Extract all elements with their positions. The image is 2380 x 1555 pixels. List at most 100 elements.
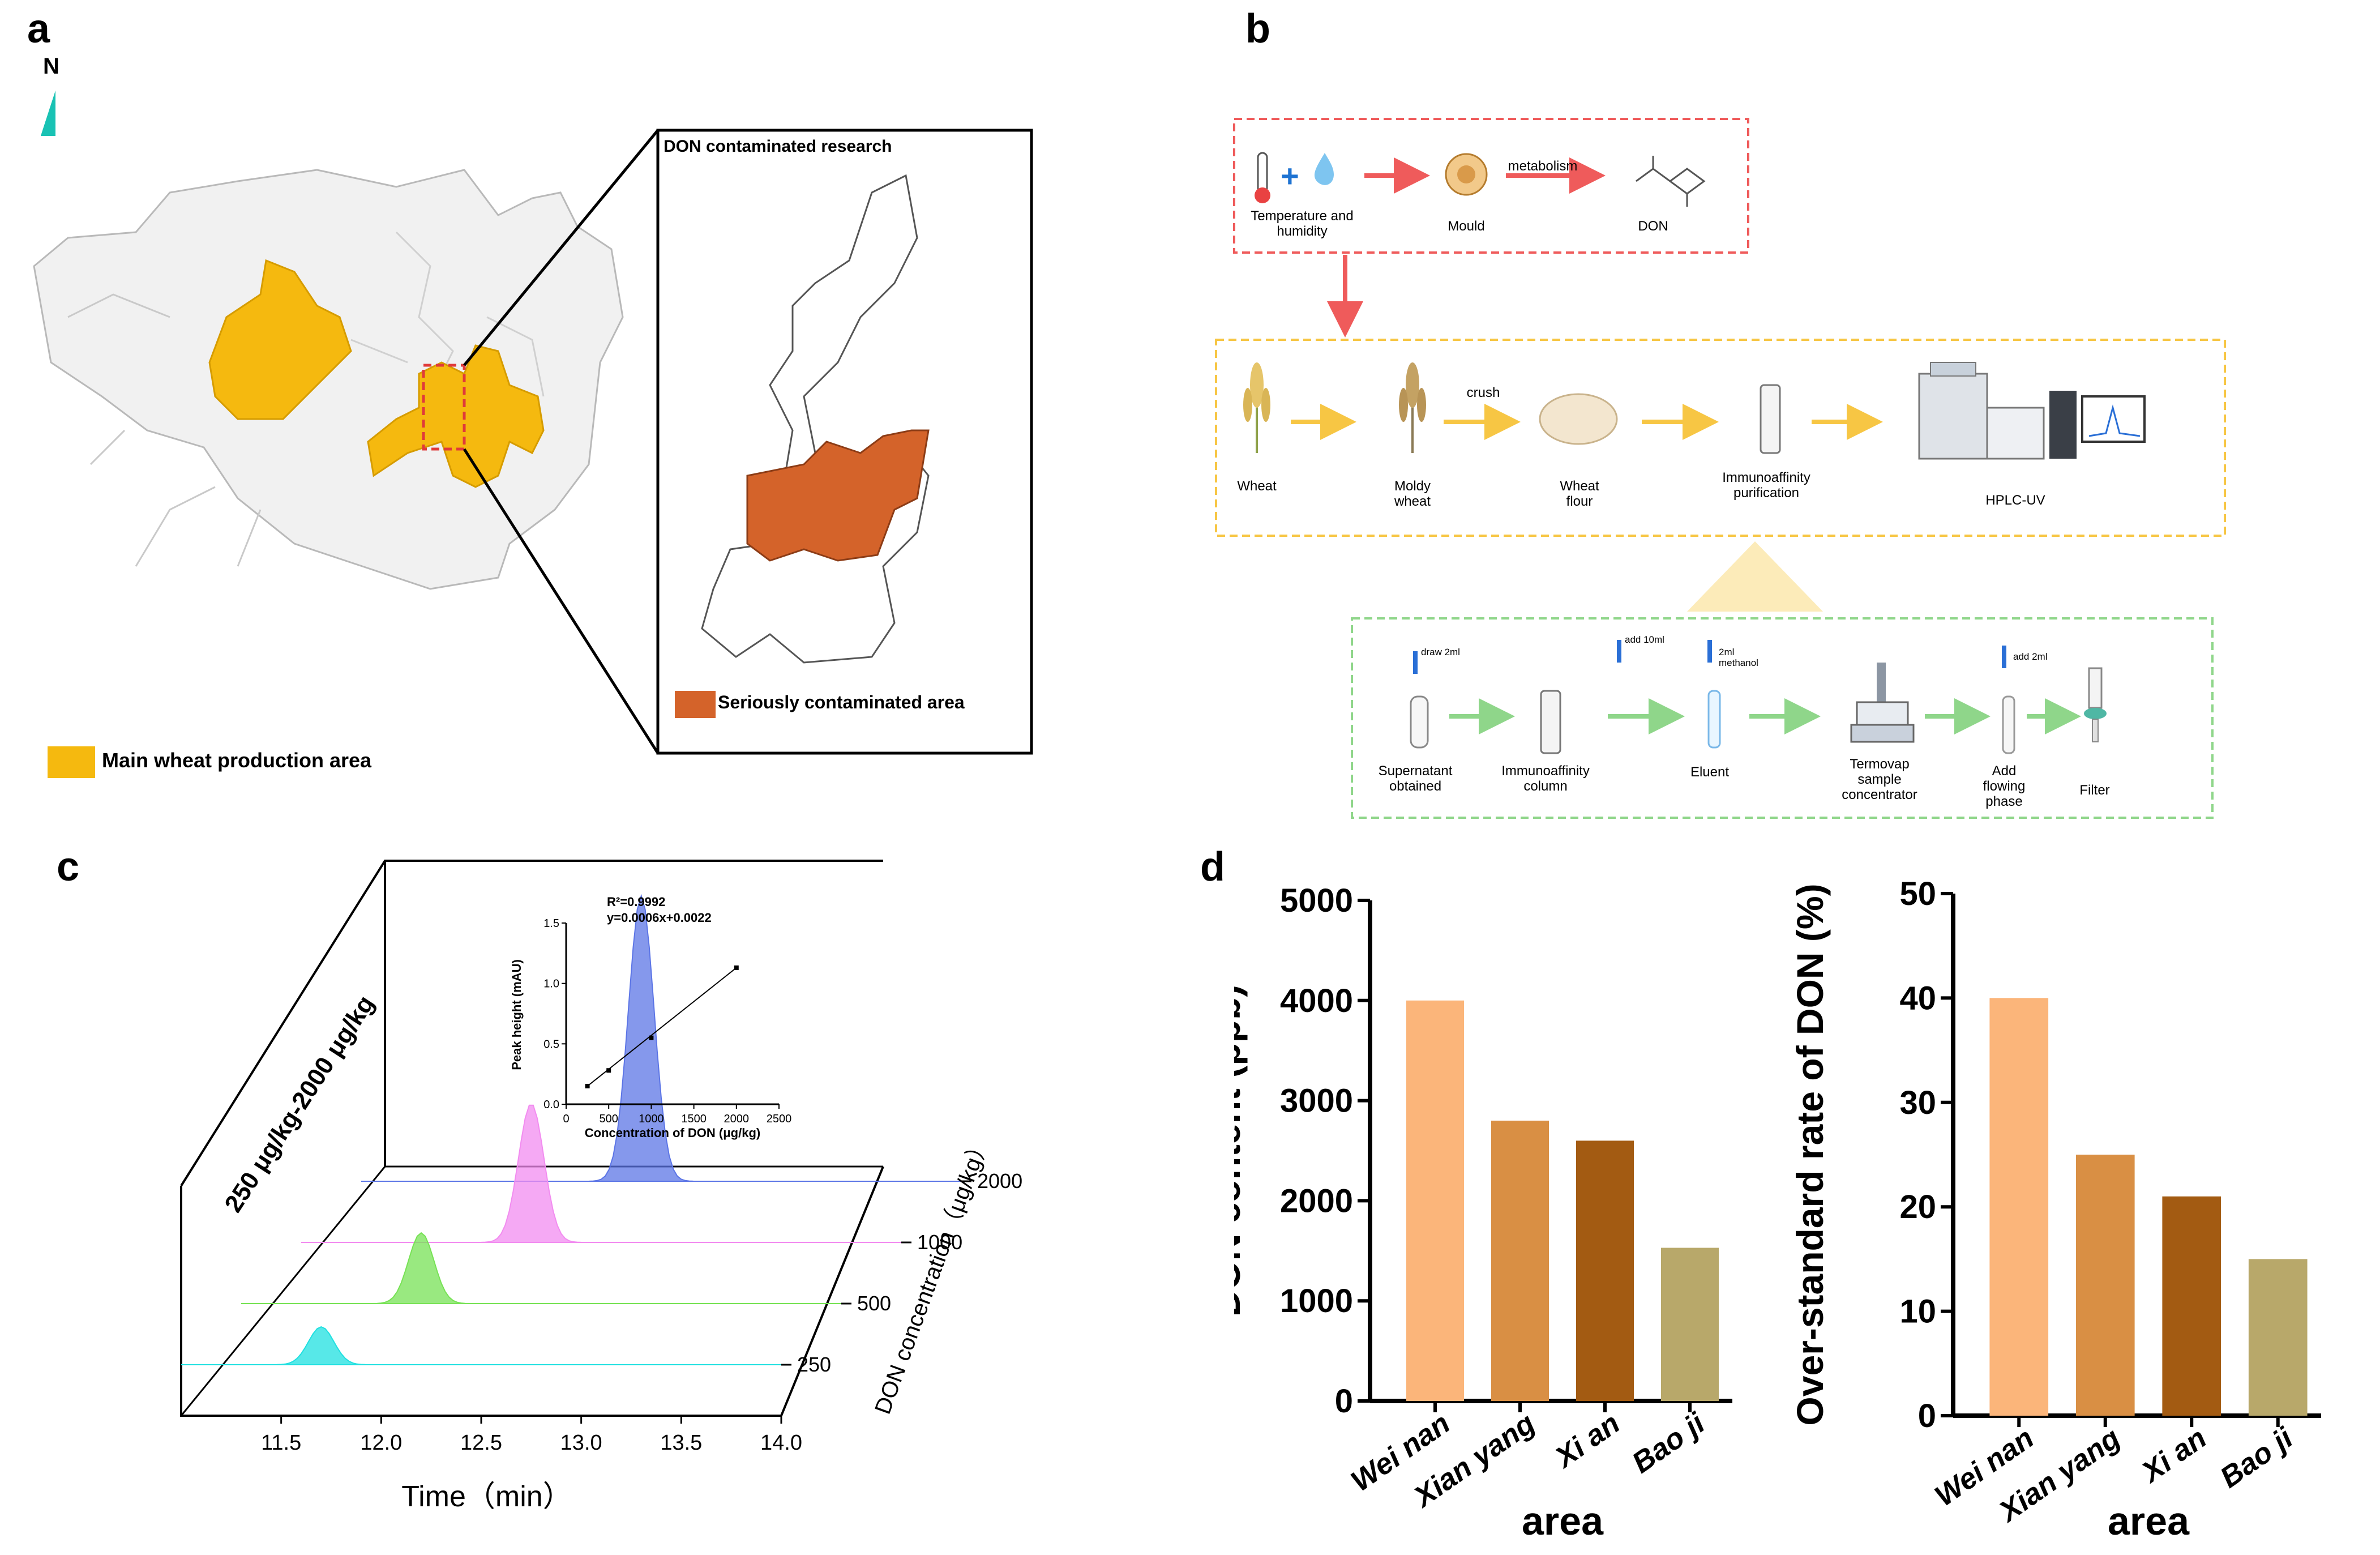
x-tick-12.0: 12.0 bbox=[360, 1431, 402, 1455]
y-tick-label: 3000 bbox=[1280, 1083, 1353, 1120]
filter-label: Filter bbox=[2079, 783, 2110, 798]
metabolism-label: metabolism bbox=[1508, 159, 1578, 174]
moldy-wheat-label: Moldy wheat bbox=[1394, 479, 1431, 509]
flour-icon bbox=[1539, 393, 1618, 445]
series-label-2000: 2000 bbox=[977, 1169, 1022, 1193]
temp-humidity-label: Temperature and humidity bbox=[1251, 208, 1354, 239]
contaminated-area bbox=[746, 429, 930, 562]
filter-icon bbox=[2084, 667, 2107, 742]
inset-x-tick: 2000 bbox=[724, 1113, 750, 1125]
eluent-label: Eluent bbox=[1690, 764, 1730, 780]
fit-line bbox=[587, 967, 737, 1087]
x-axis-label: area bbox=[1522, 1499, 1604, 1543]
y-axis-label: DON content (ppb) bbox=[1234, 985, 1248, 1317]
y-tick-label: 10 bbox=[1899, 1293, 1936, 1330]
peak-2000 bbox=[361, 894, 961, 1182]
peak-500 bbox=[241, 1232, 841, 1304]
calibration-point bbox=[734, 965, 739, 970]
y-tick-label: 4000 bbox=[1280, 982, 1353, 1019]
series-label-1000: 1000 bbox=[917, 1231, 962, 1254]
moldy-wheat-icon bbox=[1399, 362, 1426, 453]
bar-xi-an bbox=[1576, 1140, 1634, 1401]
mould-label: Mould bbox=[1448, 219, 1485, 234]
don-label: DON bbox=[1638, 219, 1668, 234]
panel-c-letter: c bbox=[57, 844, 80, 890]
inset-equation: y=0.0006x+0.0022 bbox=[607, 911, 712, 925]
tube-icon bbox=[1410, 695, 1429, 749]
panel-b-flow: + bbox=[1215, 118, 2226, 819]
don-molecule-icon bbox=[1636, 156, 1706, 207]
highlight-box bbox=[422, 364, 466, 451]
peak-1000 bbox=[301, 1104, 901, 1243]
y-axis-label: Over-standard rate of DON (%) bbox=[1789, 883, 1831, 1425]
x-tick-14.0: 14.0 bbox=[760, 1431, 802, 1455]
country-outline bbox=[33, 169, 624, 590]
inset-y-tick: 1.5 bbox=[543, 917, 559, 930]
termovap-label: Termovap sample concentrator bbox=[1842, 757, 1917, 802]
legend-contaminated-swatch bbox=[675, 691, 716, 718]
immuno-purification-label: Immunoaffinity purification bbox=[1722, 470, 1810, 501]
immuno-column-icon bbox=[1760, 384, 1781, 454]
inset-y-tick: 0.0 bbox=[543, 1099, 559, 1111]
flour-label: Wheat flour bbox=[1560, 479, 1599, 509]
legend-contaminated-label: Seriously contaminated area bbox=[718, 692, 965, 712]
y-tick-label: 2000 bbox=[1280, 1182, 1353, 1219]
bar-bao-ji bbox=[2248, 1259, 2308, 1416]
hplc-icon bbox=[1918, 362, 2146, 460]
droplet-icon bbox=[1314, 153, 1334, 185]
panel-a-letter: a bbox=[27, 6, 50, 52]
y-tick-label: 20 bbox=[1899, 1189, 1936, 1225]
series-label-500: 500 bbox=[857, 1292, 891, 1315]
draw-label: draw 2ml bbox=[1421, 647, 1460, 657]
category-label: Xi an bbox=[1548, 1407, 1626, 1475]
series-label-250: 250 bbox=[797, 1353, 831, 1376]
inset-r2: R²=0.9992 bbox=[607, 895, 665, 909]
y-tick-label: 50 bbox=[1899, 875, 1936, 912]
north-label: N bbox=[43, 54, 59, 79]
column-label: Immunoaffinity column bbox=[1501, 763, 1590, 794]
calibration-inset: 0 500 1000 1500 2000 2500 0.0 0.5 1.0 1.5 R²=0.99… bbox=[510, 895, 791, 1140]
yellow-box bbox=[1215, 339, 2226, 537]
green-box bbox=[1351, 617, 2214, 819]
panel-b-letter: b bbox=[1245, 6, 1270, 52]
y-tick-label: 0 bbox=[1918, 1398, 1936, 1434]
add2-label: add 2ml bbox=[2013, 651, 2048, 662]
category-label: Bao ji bbox=[1626, 1406, 1712, 1480]
column-icon bbox=[1540, 690, 1561, 754]
inset-x-tick: 1000 bbox=[639, 1113, 664, 1125]
svg-text:+: + bbox=[1281, 158, 1299, 194]
x-tick-13.0: 13.0 bbox=[560, 1431, 602, 1455]
termovap-icon bbox=[1850, 663, 1915, 743]
calibration-point bbox=[585, 1084, 590, 1088]
bar-xi-an bbox=[2162, 1196, 2221, 1416]
x-axis-label: area bbox=[2108, 1499, 2190, 1543]
y-tick-label: 0 bbox=[1335, 1383, 1353, 1420]
panel-a-map bbox=[33, 91, 1033, 778]
inset-x-tick: 0 bbox=[563, 1113, 569, 1125]
calibration-point bbox=[649, 1035, 654, 1040]
inset-y-tick: 0.5 bbox=[543, 1038, 559, 1050]
inset-title: DON contaminated research bbox=[664, 137, 892, 156]
inset-x-label: Concentration of DON (μg/kg) bbox=[585, 1126, 760, 1140]
bar-xian-yang bbox=[2075, 1155, 2135, 1416]
inset-x-tick: 2500 bbox=[767, 1113, 792, 1125]
bar-xian-yang bbox=[1491, 1120, 1549, 1401]
peak-250 bbox=[181, 1326, 781, 1365]
calibration-point bbox=[606, 1068, 611, 1073]
supernatant-label: Supernatant obtained bbox=[1378, 763, 1453, 794]
wheat-label: Wheat bbox=[1237, 479, 1277, 494]
x-tick-13.5: 13.5 bbox=[660, 1431, 702, 1455]
phase-tube-icon bbox=[2002, 695, 2015, 754]
y-tick-label: 30 bbox=[1899, 1084, 1936, 1121]
chromatogram-z-label: DON concentration（μg/kg） bbox=[870, 1133, 994, 1418]
x-tick-12.5: 12.5 bbox=[460, 1431, 502, 1455]
inset-y-label: Peak height (mAU) bbox=[510, 959, 524, 1070]
panel-d-letter: d bbox=[1200, 844, 1225, 890]
bar-bao-ji bbox=[1661, 1248, 1719, 1401]
y-tick-label: 1000 bbox=[1280, 1283, 1353, 1319]
methanol-label: 2ml methanol bbox=[1719, 647, 1758, 668]
category-label: Bao ji bbox=[2214, 1421, 2300, 1494]
red-box bbox=[1233, 118, 1749, 254]
